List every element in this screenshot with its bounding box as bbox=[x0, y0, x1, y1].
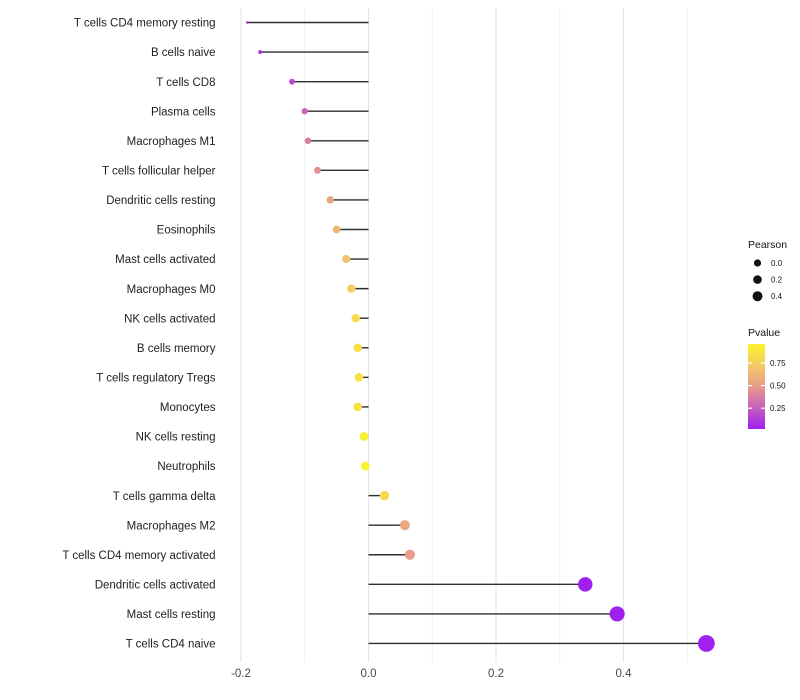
data-point bbox=[399, 520, 410, 531]
size-legend-label: 0.0 bbox=[771, 259, 783, 268]
data-point bbox=[353, 402, 362, 412]
data-point bbox=[360, 461, 370, 471]
lollipop-row: T cells CD4 memory activated bbox=[62, 549, 416, 562]
y-axis-label: T cells CD4 naive bbox=[126, 639, 216, 651]
data-point bbox=[351, 313, 360, 323]
data-point bbox=[609, 606, 625, 622]
lollipop-row: Mast cells activated bbox=[115, 254, 369, 266]
y-axis-label: Dendritic cells activated bbox=[95, 579, 216, 591]
lollipop-row: Dendritic cells resting bbox=[106, 195, 369, 207]
x-axis-tick-label: -0.2 bbox=[231, 668, 251, 680]
colorbar-tick-label: 0.50 bbox=[770, 381, 786, 390]
pvalue-colorbar bbox=[748, 344, 765, 429]
y-axis-label: NK cells activated bbox=[124, 313, 215, 325]
data-point bbox=[332, 225, 341, 234]
y-axis-label: Macrophages M0 bbox=[127, 284, 216, 296]
y-axis-label: Macrophages M1 bbox=[127, 136, 216, 148]
y-axis-label: Dendritic cells resting bbox=[106, 195, 215, 207]
y-axis-label: Monocytes bbox=[160, 402, 216, 414]
data-point bbox=[342, 255, 351, 264]
y-axis-label: T cells CD4 memory activated bbox=[62, 550, 215, 562]
y-axis-label: T cells gamma delta bbox=[113, 491, 216, 503]
y-axis-label: Mast cells resting bbox=[127, 609, 216, 621]
lollipop-row: Macrophages M1 bbox=[127, 136, 369, 148]
y-axis-label: NK cells resting bbox=[136, 432, 216, 444]
colorbar-tick-label: 0.75 bbox=[770, 359, 786, 368]
y-axis-label: Mast cells activated bbox=[115, 254, 215, 266]
data-point bbox=[258, 50, 263, 54]
y-axis-label: B cells naive bbox=[151, 47, 216, 59]
legend-panel: Pearson 0.0 0.2 0.4 Pvalue 0.75 0.50 0.25 bbox=[748, 239, 787, 429]
y-axis-label: T cells CD8 bbox=[156, 77, 215, 89]
lollipop-row: B cells naive bbox=[151, 47, 369, 59]
size-legend-dot bbox=[753, 275, 762, 284]
lollipop-row: T cells gamma delta bbox=[113, 490, 390, 503]
data-point bbox=[353, 343, 362, 353]
data-point bbox=[246, 21, 249, 24]
data-point bbox=[314, 166, 321, 174]
y-axis-label: Eosinophils bbox=[157, 225, 216, 237]
data-point bbox=[326, 196, 335, 204]
y-axis-label: Macrophages M2 bbox=[127, 520, 216, 532]
data-point bbox=[354, 373, 364, 382]
data-point bbox=[697, 635, 715, 652]
colorbar-legend-title: Pvalue bbox=[748, 327, 780, 339]
lollipop-row: Macrophages M0 bbox=[127, 284, 369, 296]
y-axis-label: T cells follicular helper bbox=[102, 165, 216, 177]
data-point bbox=[289, 78, 295, 85]
lollipop-row: T cells CD4 naive bbox=[126, 635, 715, 652]
lollipop-row: Neutrophils bbox=[157, 461, 370, 473]
size-legend-dot bbox=[752, 291, 763, 302]
data-point bbox=[379, 490, 390, 501]
x-axis-tick-label: 0.4 bbox=[616, 668, 633, 680]
data-point bbox=[304, 137, 312, 145]
y-axis-label: B cells memory bbox=[137, 343, 216, 355]
data-point bbox=[347, 284, 356, 293]
lollipop-row: Plasma cells bbox=[151, 106, 369, 118]
data-point bbox=[404, 549, 416, 560]
data-point bbox=[359, 432, 369, 441]
y-axis-label: Plasma cells bbox=[151, 106, 216, 118]
y-axis-label: T cells regulatory Tregs bbox=[96, 372, 216, 384]
size-legend-label: 0.4 bbox=[771, 292, 783, 301]
size-legend-label: 0.2 bbox=[771, 275, 783, 284]
x-axis-tick-label: 0.0 bbox=[361, 668, 377, 680]
lollipop-row: Dendritic cells activated bbox=[95, 577, 593, 592]
lollipop-row: NK cells resting bbox=[136, 432, 369, 444]
size-legend-dot bbox=[753, 259, 762, 267]
lollipop-row: NK cells activated bbox=[124, 313, 369, 325]
x-axis-tick-label: 0.2 bbox=[488, 668, 504, 680]
lollipop-row: T cells regulatory Tregs bbox=[96, 372, 369, 384]
colorbar-tick-label: 0.25 bbox=[770, 404, 786, 413]
lollipop-row: T cells CD8 bbox=[156, 77, 369, 89]
data-point bbox=[301, 108, 308, 115]
y-axis-label: T cells CD4 memory resting bbox=[74, 18, 216, 30]
y-axis-label: Neutrophils bbox=[157, 461, 215, 473]
lollipop-row: B cells memory bbox=[137, 343, 369, 355]
lollipop-row: Mast cells resting bbox=[127, 606, 625, 622]
lollipop-row: T cells follicular helper bbox=[102, 165, 369, 177]
lollipop-row: Macrophages M2 bbox=[127, 520, 410, 532]
lollipop-row: Monocytes bbox=[160, 402, 369, 414]
lollipop-row: Eosinophils bbox=[157, 225, 369, 237]
data-point bbox=[578, 577, 593, 592]
lollipop-row: T cells CD4 memory resting bbox=[74, 18, 369, 30]
size-legend-title: Pearson bbox=[748, 239, 787, 251]
